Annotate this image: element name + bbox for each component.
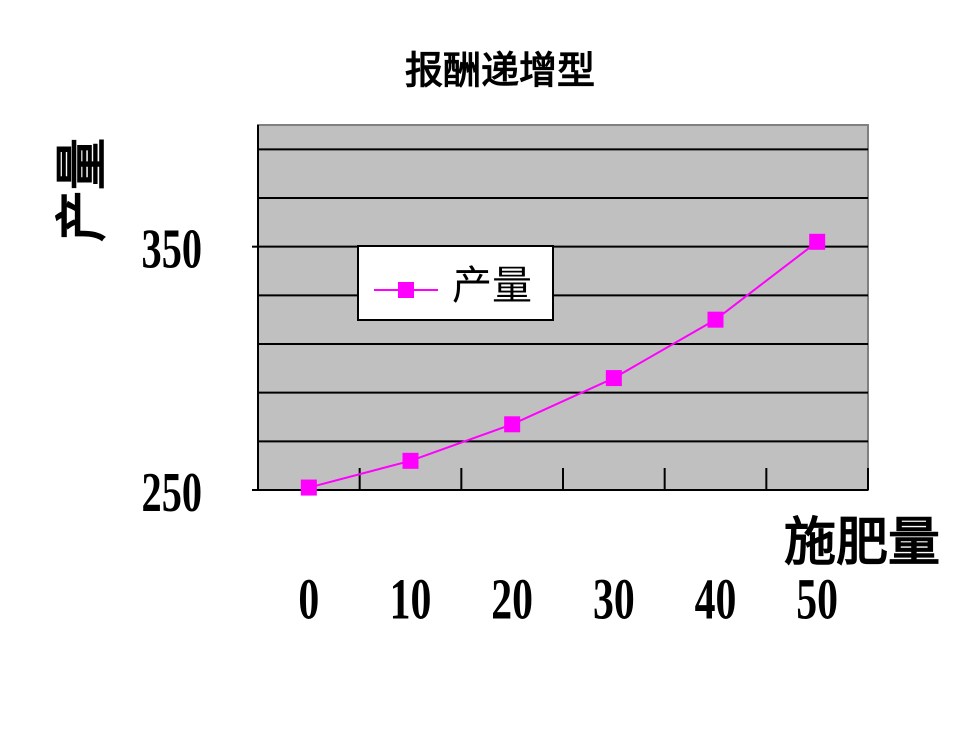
x-tick-label: 50 [796,567,838,631]
data-marker [504,416,521,433]
chart-title: 报酬递增型 [405,51,595,93]
data-marker [605,370,622,387]
data-marker [402,452,419,469]
data-marker [300,479,317,496]
legend: 产量 [357,245,554,321]
x-tick-label: 20 [491,567,533,631]
legend-marker [398,282,414,298]
y-axis-label: 产量 [54,138,112,242]
legend-label: 产量 [452,263,532,308]
data-marker [809,233,826,250]
x-tick-label: 0 [298,567,319,631]
y-tick-label: 350 [142,218,202,280]
data-line [308,241,818,489]
x-axis-label: 施肥量 [784,514,940,572]
y-tick-label: 250 [142,462,202,524]
legend-box [357,245,554,321]
plot-area [257,124,869,491]
x-tick-label: 10 [390,567,432,631]
x-tick-label: 40 [695,567,737,631]
data-marker [707,311,724,328]
x-tick-label: 30 [593,567,635,631]
